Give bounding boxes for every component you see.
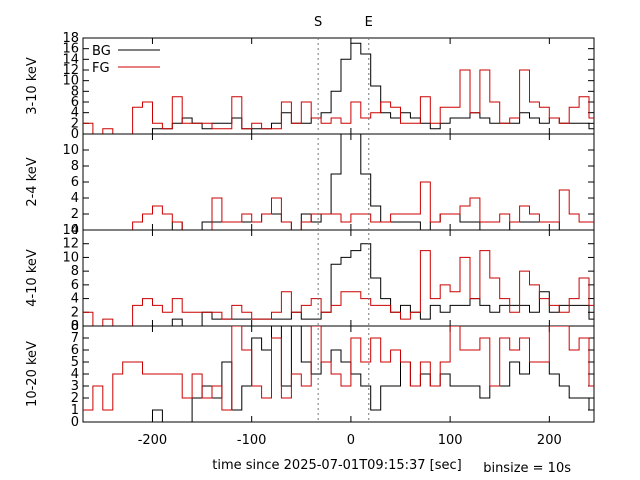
y-tick-label: 8: [71, 264, 79, 279]
legend-bg-label: BG: [92, 44, 111, 59]
y-tick-label: 5: [71, 355, 79, 370]
y-tick-label: 8: [71, 319, 79, 334]
series-bg-line: [83, 42, 594, 134]
series-fg-line: [83, 250, 594, 326]
y-tick-label: 18: [62, 31, 79, 46]
y-tick-label: 2: [71, 116, 79, 131]
y-tick-label: 10: [62, 74, 79, 89]
panel-frame: [82, 133, 595, 231]
y-tick-label: 10: [62, 143, 79, 158]
x-tick-label: 100: [438, 433, 463, 448]
y-tick-label: 4: [71, 191, 79, 206]
y-tick-label: 0: [71, 223, 79, 238]
y-tick-label: 16: [62, 42, 79, 57]
y-tick-label: 10: [62, 250, 79, 265]
series-fg-line: [83, 326, 594, 411]
x-tick-label: 0: [347, 433, 355, 448]
series-bg-line: [83, 134, 594, 230]
series-fg-line: [83, 69, 594, 134]
y-tick-label: 7: [71, 331, 79, 346]
series-bg-line: [83, 243, 594, 326]
y-tick-label: 3: [71, 379, 79, 394]
y-tick-label: 4: [71, 292, 79, 307]
series-fg-line: [83, 181, 594, 230]
panel-frame: [82, 229, 595, 327]
y-tick-label: 4: [71, 367, 79, 382]
y-axis-label: 10-20 keV: [25, 341, 40, 407]
y-axis-label: 3-10 keV: [25, 57, 40, 115]
y-tick-label: 6: [71, 175, 79, 190]
x-tick-label: -200: [138, 433, 168, 448]
series-bg-line: [83, 326, 594, 422]
y-tick-label: 0: [71, 319, 79, 334]
y-tick-label: 2: [71, 207, 79, 222]
x-tick-label: 200: [537, 433, 562, 448]
y-tick-label: 6: [71, 278, 79, 293]
y-tick-label: 0: [71, 415, 79, 430]
y-tick-label: 2: [71, 305, 79, 320]
binsize-label: binsize = 10s: [483, 461, 571, 476]
x-tick-label: -100: [237, 433, 267, 448]
y-tick-label: 14: [62, 52, 79, 67]
legend: BG FG: [92, 44, 160, 76]
legend-fg-label: FG: [92, 61, 110, 76]
panel-frame: [82, 37, 595, 135]
marker-label-e: E: [365, 15, 373, 30]
y-tick-label: 4: [71, 106, 79, 121]
y-tick-label: 12: [62, 63, 79, 78]
y-tick-label: 6: [71, 95, 79, 110]
y-axis-label: 2-4 keV: [25, 157, 40, 206]
y-tick-label: 14: [62, 223, 79, 238]
y-tick-label: 6: [71, 343, 79, 358]
y-tick-label: 12: [62, 237, 79, 252]
x-axis-label: time since 2025-07-01T09:15:37 [sec]: [212, 458, 461, 473]
marker-label-s: S: [314, 15, 322, 30]
y-tick-label: 1: [71, 403, 79, 418]
y-tick-label: 8: [71, 84, 79, 99]
y-axis-label: 4-10 keV: [25, 249, 40, 307]
y-tick-label: 0: [71, 127, 79, 142]
y-tick-label: 2: [71, 391, 79, 406]
y-tick-label: 8: [71, 159, 79, 174]
